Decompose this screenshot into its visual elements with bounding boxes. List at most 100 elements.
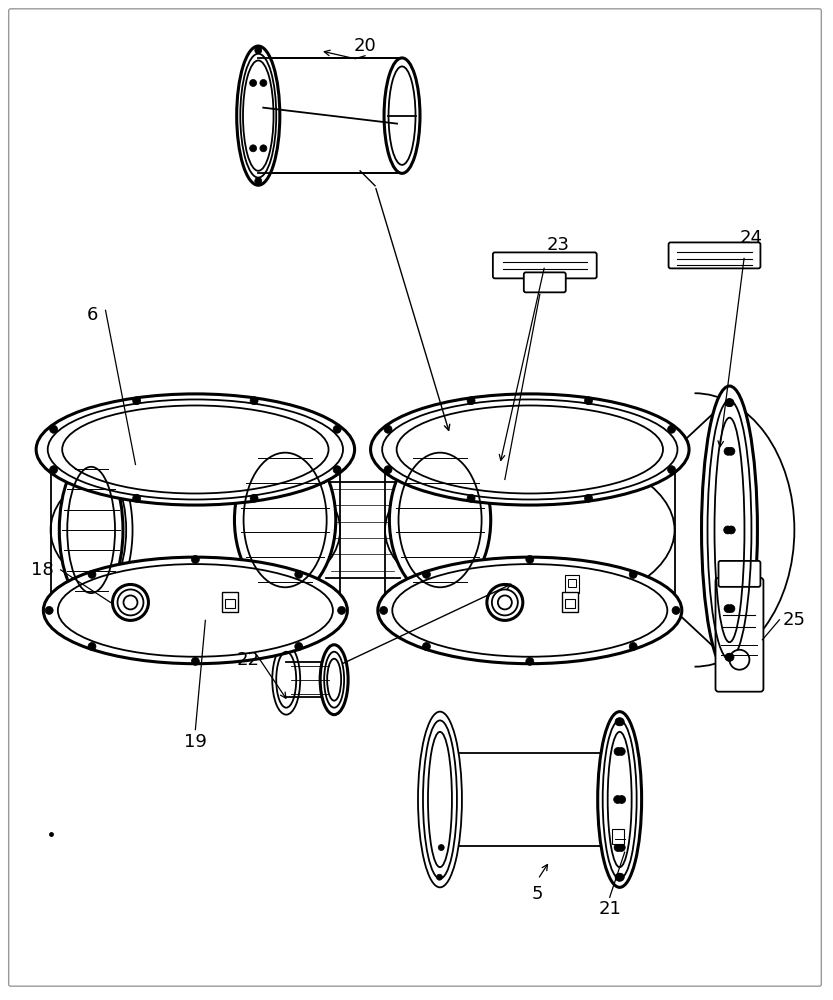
Bar	[258, 56, 402, 175]
Circle shape	[255, 177, 262, 184]
Text: 18: 18	[32, 561, 54, 579]
Ellipse shape	[389, 443, 491, 597]
Circle shape	[192, 657, 199, 665]
Circle shape	[614, 796, 621, 803]
Circle shape	[585, 397, 592, 405]
Circle shape	[123, 595, 137, 609]
Circle shape	[725, 653, 733, 661]
Circle shape	[117, 589, 143, 615]
Circle shape	[726, 653, 734, 661]
Circle shape	[730, 650, 750, 670]
Circle shape	[333, 466, 342, 474]
Ellipse shape	[59, 456, 123, 604]
Circle shape	[615, 873, 623, 881]
Text: 24: 24	[740, 229, 763, 247]
Circle shape	[526, 555, 534, 563]
Ellipse shape	[320, 645, 348, 715]
Circle shape	[250, 397, 258, 405]
Circle shape	[727, 447, 735, 455]
Circle shape	[132, 494, 141, 502]
Circle shape	[250, 79, 257, 86]
Circle shape	[45, 606, 53, 614]
Circle shape	[384, 466, 392, 474]
Ellipse shape	[701, 386, 757, 674]
Circle shape	[667, 425, 676, 433]
Ellipse shape	[378, 557, 681, 664]
Ellipse shape	[36, 394, 355, 505]
Bar	[565, 599, 575, 608]
Circle shape	[727, 526, 736, 534]
Circle shape	[724, 605, 732, 613]
Circle shape	[724, 526, 731, 534]
Bar	[561, 592, 578, 612]
Circle shape	[380, 606, 387, 614]
Bar	[565, 575, 579, 593]
Bar	[611, 829, 624, 844]
Circle shape	[250, 145, 257, 152]
Ellipse shape	[43, 557, 347, 664]
Circle shape	[88, 642, 96, 650]
Circle shape	[616, 718, 624, 726]
Circle shape	[614, 844, 622, 852]
Ellipse shape	[384, 58, 420, 173]
Text: 6: 6	[87, 306, 98, 324]
Circle shape	[112, 584, 148, 620]
Circle shape	[727, 605, 735, 613]
Circle shape	[629, 570, 637, 578]
Bar	[222, 592, 238, 612]
Ellipse shape	[414, 412, 646, 487]
Circle shape	[467, 494, 475, 502]
Bar	[51, 449, 340, 610]
Circle shape	[526, 657, 534, 665]
Ellipse shape	[272, 645, 300, 715]
Circle shape	[295, 642, 302, 650]
Circle shape	[725, 399, 733, 407]
FancyBboxPatch shape	[669, 242, 761, 268]
FancyBboxPatch shape	[493, 252, 596, 278]
Circle shape	[667, 466, 676, 474]
Circle shape	[260, 79, 267, 86]
Circle shape	[617, 747, 626, 755]
Bar	[385, 449, 675, 610]
Text: 25: 25	[783, 611, 806, 629]
FancyBboxPatch shape	[524, 272, 566, 292]
Text: 21: 21	[598, 900, 621, 918]
Circle shape	[255, 47, 262, 54]
Circle shape	[726, 399, 734, 407]
Circle shape	[260, 145, 267, 152]
Text: 23: 23	[546, 236, 569, 254]
Circle shape	[724, 447, 732, 455]
FancyBboxPatch shape	[719, 561, 761, 587]
Circle shape	[616, 873, 624, 881]
Bar	[568, 579, 576, 587]
Circle shape	[337, 606, 346, 614]
Circle shape	[295, 570, 302, 578]
Text: 22: 22	[237, 651, 260, 669]
Circle shape	[617, 796, 626, 803]
Ellipse shape	[237, 46, 280, 185]
Circle shape	[438, 845, 444, 851]
Circle shape	[88, 570, 96, 578]
Ellipse shape	[234, 443, 336, 597]
Text: 20: 20	[354, 37, 377, 55]
Circle shape	[422, 570, 431, 578]
Circle shape	[467, 397, 475, 405]
Ellipse shape	[80, 412, 312, 487]
Text: 5: 5	[532, 885, 544, 903]
Circle shape	[132, 397, 141, 405]
Circle shape	[486, 584, 523, 620]
Circle shape	[615, 718, 623, 726]
Circle shape	[498, 595, 511, 609]
FancyBboxPatch shape	[716, 578, 763, 692]
Text: 19: 19	[184, 733, 207, 751]
Circle shape	[333, 425, 342, 433]
Circle shape	[422, 642, 431, 650]
Circle shape	[50, 466, 57, 474]
Circle shape	[672, 606, 680, 614]
Circle shape	[250, 494, 258, 502]
Circle shape	[436, 874, 442, 880]
Ellipse shape	[418, 712, 462, 887]
Circle shape	[384, 425, 392, 433]
Ellipse shape	[598, 712, 641, 887]
Circle shape	[614, 747, 622, 755]
